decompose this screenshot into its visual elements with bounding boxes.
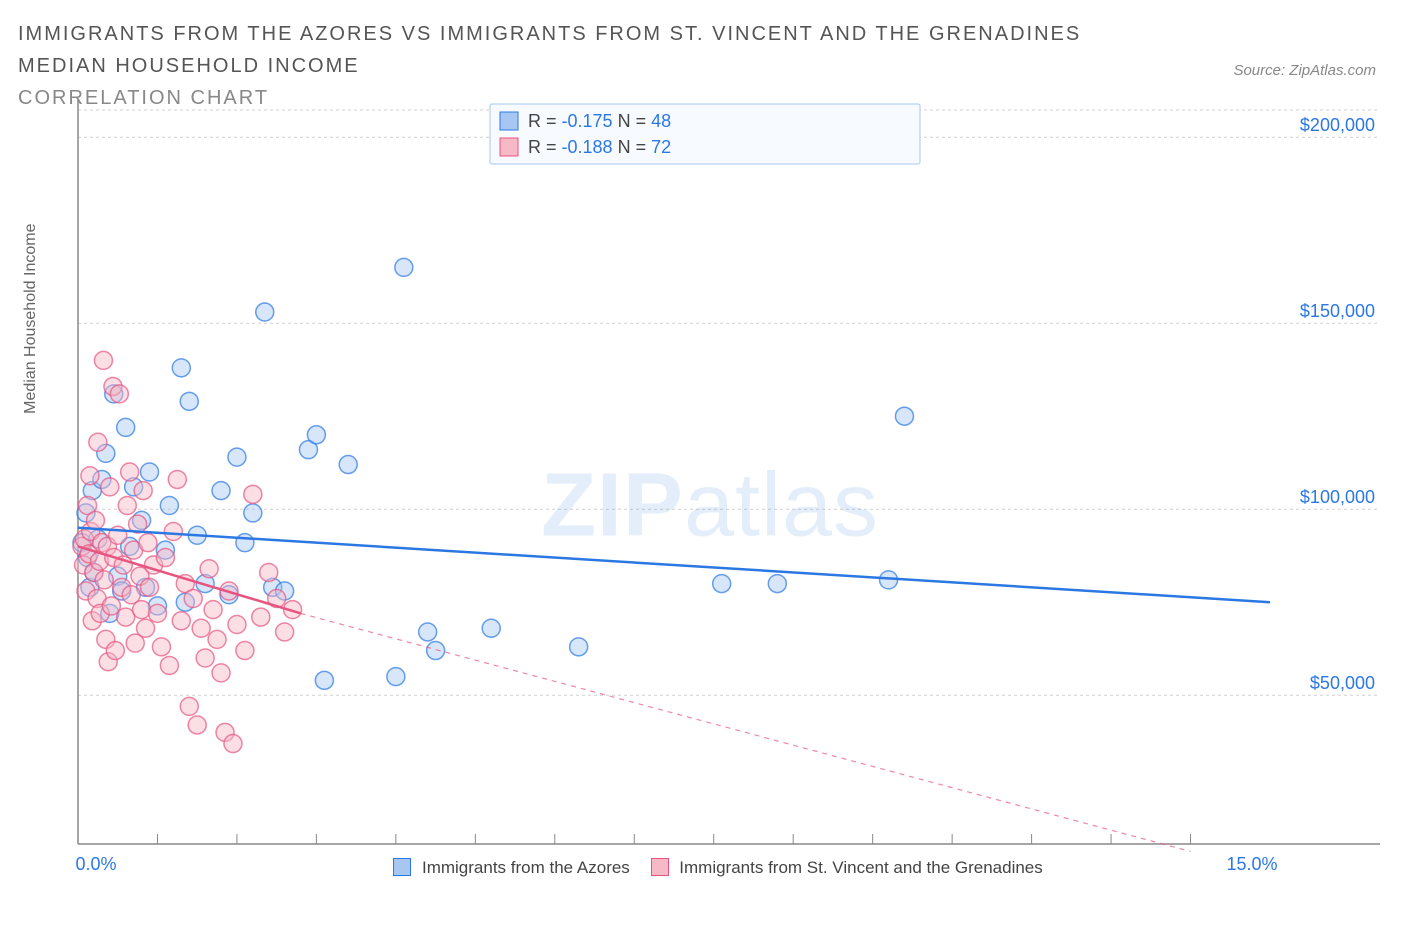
svg-text:$50,000: $50,000: [1310, 673, 1375, 693]
legend-bottom: Immigrants from the Azores Immigrants fr…: [40, 858, 1380, 878]
svg-text:$150,000: $150,000: [1300, 301, 1375, 321]
scatter-plot: $50,000$100,000$150,000$200,0000.0%15.0%…: [60, 100, 1380, 880]
chart-area: Median Household Income $50,000$100,000$…: [40, 100, 1380, 880]
chart-title-block: IMMIGRANTS FROM THE AZORES VS IMMIGRANTS…: [0, 0, 1406, 114]
source-attribution: Source: ZipAtlas.com: [1233, 62, 1376, 79]
svg-text:$200,000: $200,000: [1300, 115, 1375, 135]
svg-text:$100,000: $100,000: [1300, 487, 1375, 507]
chart-title-line1: IMMIGRANTS FROM THE AZORES VS IMMIGRANTS…: [18, 23, 1081, 77]
svg-text:R = -0.188 N = 72: R = -0.188 N = 72: [528, 137, 671, 157]
legend-swatch-stvincent: [651, 858, 669, 876]
svg-text:R = -0.175 N = 48: R = -0.175 N = 48: [528, 111, 671, 131]
legend-label-azores: Immigrants from the Azores: [422, 858, 630, 877]
legend-label-stvincent: Immigrants from St. Vincent and the Gren…: [679, 858, 1042, 877]
y-axis-label: Median Household Income: [22, 224, 40, 414]
legend-swatch-azores: [393, 858, 411, 876]
